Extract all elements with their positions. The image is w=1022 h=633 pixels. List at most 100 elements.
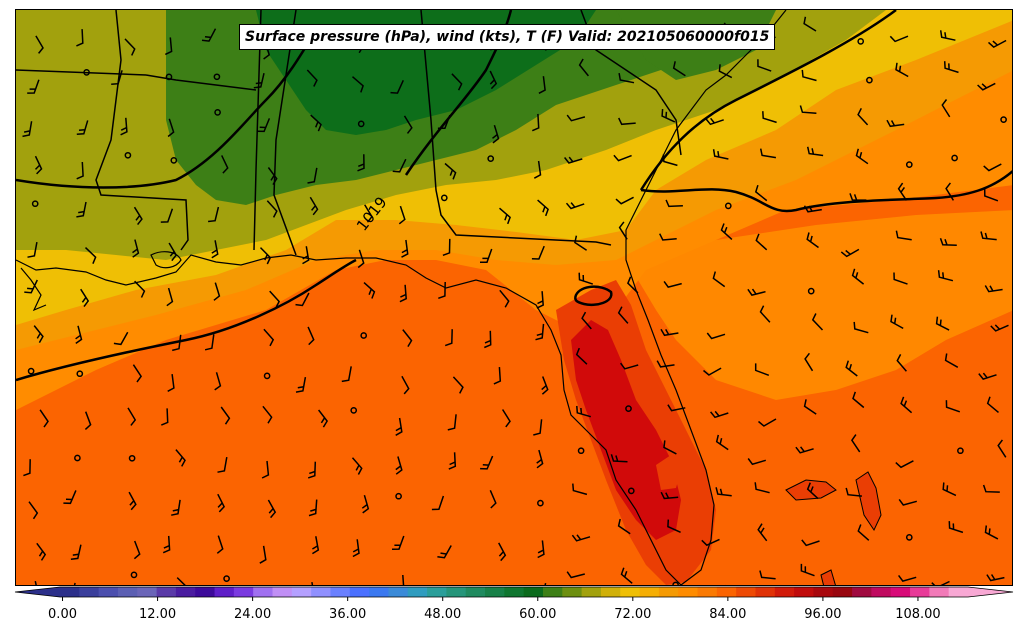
wind-barb (939, 30, 956, 41)
colorbar-swatch (890, 587, 911, 597)
wind-barb (310, 114, 322, 132)
colorbar-swatch (716, 587, 737, 597)
wind-barb (665, 199, 683, 208)
wind-barb (166, 287, 174, 307)
wind-barb (895, 460, 914, 469)
wind-barb (35, 35, 44, 54)
calm-wind-circle (357, 120, 365, 128)
calm-wind-circle (83, 69, 90, 76)
wind-barb (581, 311, 592, 330)
wind-barb (479, 248, 493, 264)
wind-barb (806, 482, 819, 500)
colorbar-swatch (678, 587, 699, 597)
colorbar-swatch (542, 587, 563, 597)
colorbar-tick-label: 60.00 (519, 607, 557, 622)
calm-wind-circle (905, 534, 913, 541)
wind-barb (162, 535, 171, 554)
wind-barb (757, 59, 772, 72)
wind-barb (574, 235, 588, 251)
wind-barb (391, 535, 405, 550)
colorbar-swatch (79, 587, 100, 597)
colorbar-swatch (446, 587, 467, 597)
wind-barb (484, 330, 492, 349)
wind-barb (533, 160, 542, 179)
wind-barb (208, 206, 220, 223)
colorbar: 0.00 12.00 24.00 36.00 48.00 60.00 72.00 84.00 9… (0, 586, 1022, 633)
wind-barb (442, 238, 451, 257)
wind-barb (444, 329, 453, 347)
wind-barb (889, 35, 909, 43)
wind-barb (201, 28, 217, 42)
wind-barb (754, 184, 768, 202)
wind-barb (720, 223, 733, 240)
wind-barb (852, 391, 865, 409)
wind-barb (662, 154, 678, 167)
colorbar-swatch (388, 587, 409, 597)
calm-wind-circle (128, 454, 136, 462)
wind-barb (22, 121, 33, 138)
wind-barb (536, 291, 544, 309)
wind-barb (220, 406, 231, 425)
wind-barb (613, 154, 632, 162)
map-panel: 1019 Surface pressure (hPa), wind (kts),… (15, 9, 1013, 586)
calm-wind-circle (165, 73, 173, 81)
wind-barb (480, 455, 494, 470)
wind-barb (706, 332, 726, 340)
calm-wind-circle (866, 76, 873, 84)
wind-barb (214, 372, 222, 391)
colorbar-swatch (871, 587, 892, 597)
wind-barb (799, 105, 817, 114)
wind-barb (171, 499, 181, 516)
colorbar-tick-label: 12.00 (138, 607, 177, 622)
wind-barb (431, 495, 445, 511)
wind-barb (897, 574, 917, 582)
wind-barb (161, 408, 169, 426)
temperature-region-red (571, 320, 681, 540)
wind-barb (701, 538, 720, 547)
wind-barb (851, 268, 865, 285)
colorbar-scale (14, 586, 1014, 601)
wind-barb (565, 202, 585, 210)
wind-barb (656, 360, 675, 368)
wind-barb (499, 289, 510, 308)
colorbar-swatch (929, 587, 950, 597)
colorbar-extend-min (15, 587, 60, 597)
calm-wind-circle (213, 73, 221, 81)
wind-barb (402, 329, 413, 347)
wind-barb (167, 118, 175, 138)
colorbar-swatch (60, 587, 80, 597)
calm-wind-circle (625, 405, 632, 412)
colorbar-swatch (233, 587, 254, 597)
colorbar-swatch (504, 587, 525, 597)
colorbar-swatch (639, 587, 660, 597)
wind-barb (124, 38, 136, 56)
wind-barb (132, 239, 140, 258)
wind-barb (363, 282, 376, 299)
wind-barb (935, 316, 950, 331)
calm-wind-circle (957, 447, 964, 455)
wind-barb (800, 563, 815, 577)
wind-barb (667, 404, 686, 412)
wind-barb (895, 230, 912, 241)
wind-barb (263, 328, 275, 347)
calm-wind-circle (124, 151, 132, 159)
calm-wind-circle (74, 454, 81, 462)
wind-barb (931, 580, 950, 585)
wind-barb (306, 69, 318, 87)
colorbar-tick-label: 72.00 (614, 607, 652, 622)
wind-barb (295, 292, 310, 307)
wind-barb (499, 207, 511, 225)
wind-barb (538, 76, 546, 94)
wind-barb (341, 366, 352, 383)
wind-barb (498, 542, 507, 562)
wind-barb (710, 410, 729, 419)
wind-barb (111, 70, 123, 85)
wind-barb (840, 248, 860, 258)
colorbar-tick-label: 36.00 (329, 607, 367, 622)
wind-barb (266, 200, 278, 218)
wind-barb (80, 288, 90, 308)
wind-barb (937, 270, 954, 282)
colorbar-swatch (272, 587, 293, 597)
wind-barb (667, 519, 681, 533)
wind-barb (361, 494, 370, 514)
